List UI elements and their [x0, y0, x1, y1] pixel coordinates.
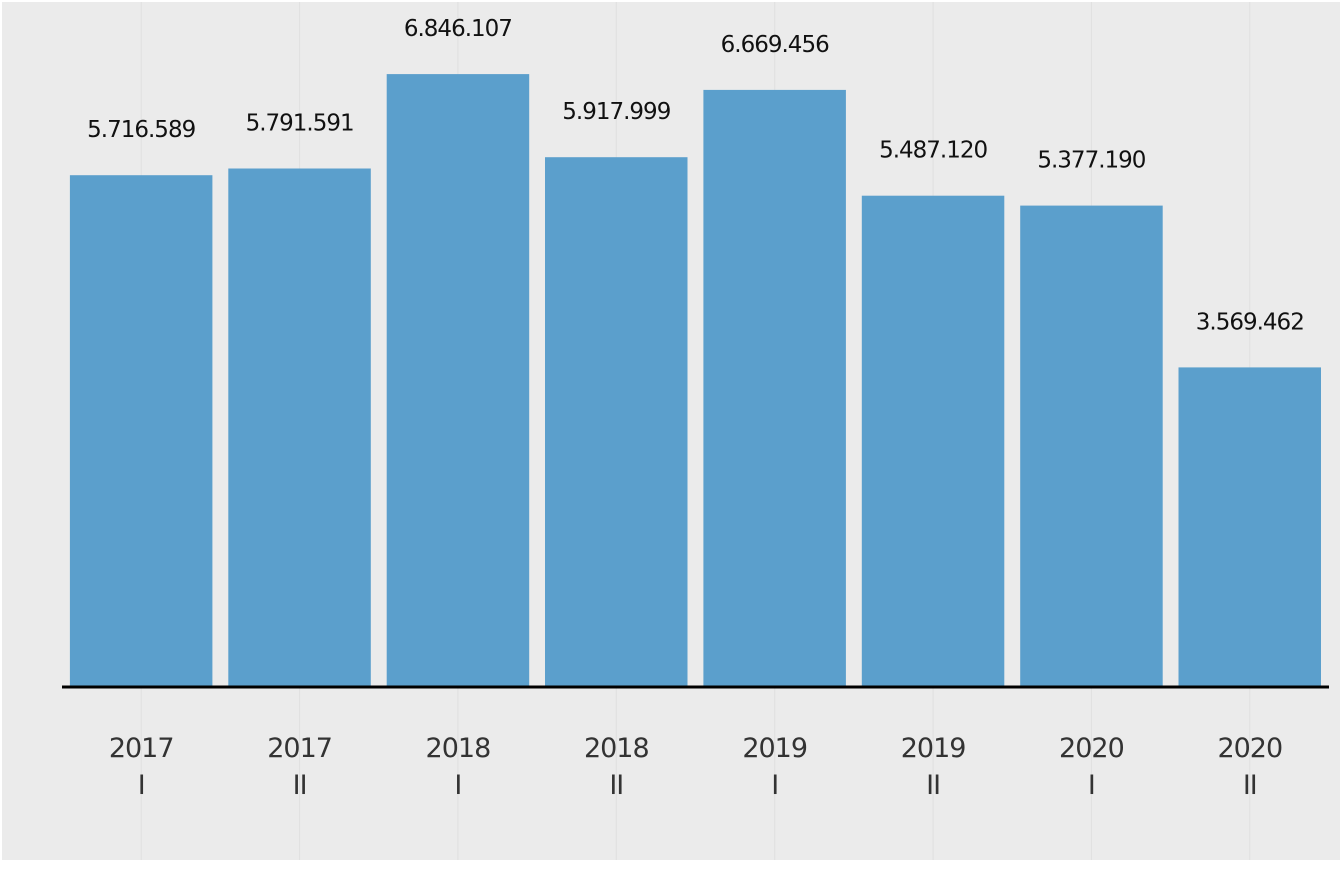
bar-value-label: 5.487.120 — [879, 138, 987, 164]
bar — [703, 89, 846, 687]
x-axis-tick-labels: 2017 I 2017 II 2018 I 2018 II 2019 I 2019 II 2020 I 20… — [109, 733, 1283, 801]
x-tick-label-half: I — [138, 770, 145, 801]
bar — [1020, 205, 1163, 687]
bar — [386, 74, 530, 688]
x-tick-label-half: I — [454, 770, 461, 801]
bar-value-label: 5.377.190 — [1037, 148, 1145, 174]
x-tick-label-half: I — [771, 770, 778, 801]
x-tick-label-year: 2020 — [1217, 733, 1282, 764]
x-tick-label-year: 2019 — [901, 733, 966, 764]
bar-value-label: 5.791.591 — [246, 111, 354, 137]
bar — [228, 168, 371, 687]
bar-value-label: 5.917.999 — [562, 99, 670, 125]
value-labels: 5.716.589 5.791.591 6.846.107 5.917.999 6.66… — [87, 16, 1305, 335]
x-tick-label-half: I — [1088, 770, 1095, 801]
x-tick-label-half: II — [293, 770, 307, 801]
x-tick-label-half: II — [609, 770, 623, 801]
bar — [69, 175, 213, 687]
bar — [1178, 367, 1321, 687]
bar-value-label: 3.569.462 — [1196, 309, 1304, 335]
x-tick-label-year: 2017 — [267, 733, 332, 764]
bar-value-label: 5.716.589 — [87, 117, 195, 143]
bar-value-label: 6.846.107 — [404, 16, 512, 42]
bar — [545, 157, 688, 687]
bars — [69, 74, 1321, 688]
x-tick-label-year: 2020 — [1059, 733, 1124, 764]
x-tick-label-half: II — [1243, 770, 1257, 801]
x-tick-label-year: 2019 — [742, 733, 807, 764]
x-tick-label-year: 2018 — [584, 733, 649, 764]
bar — [861, 195, 1005, 687]
x-tick-label-year: 2018 — [426, 733, 491, 764]
x-tick-label-half: II — [926, 770, 940, 801]
bar-value-label: 6.669.456 — [721, 32, 829, 58]
x-tick-label-year: 2017 — [109, 733, 174, 764]
